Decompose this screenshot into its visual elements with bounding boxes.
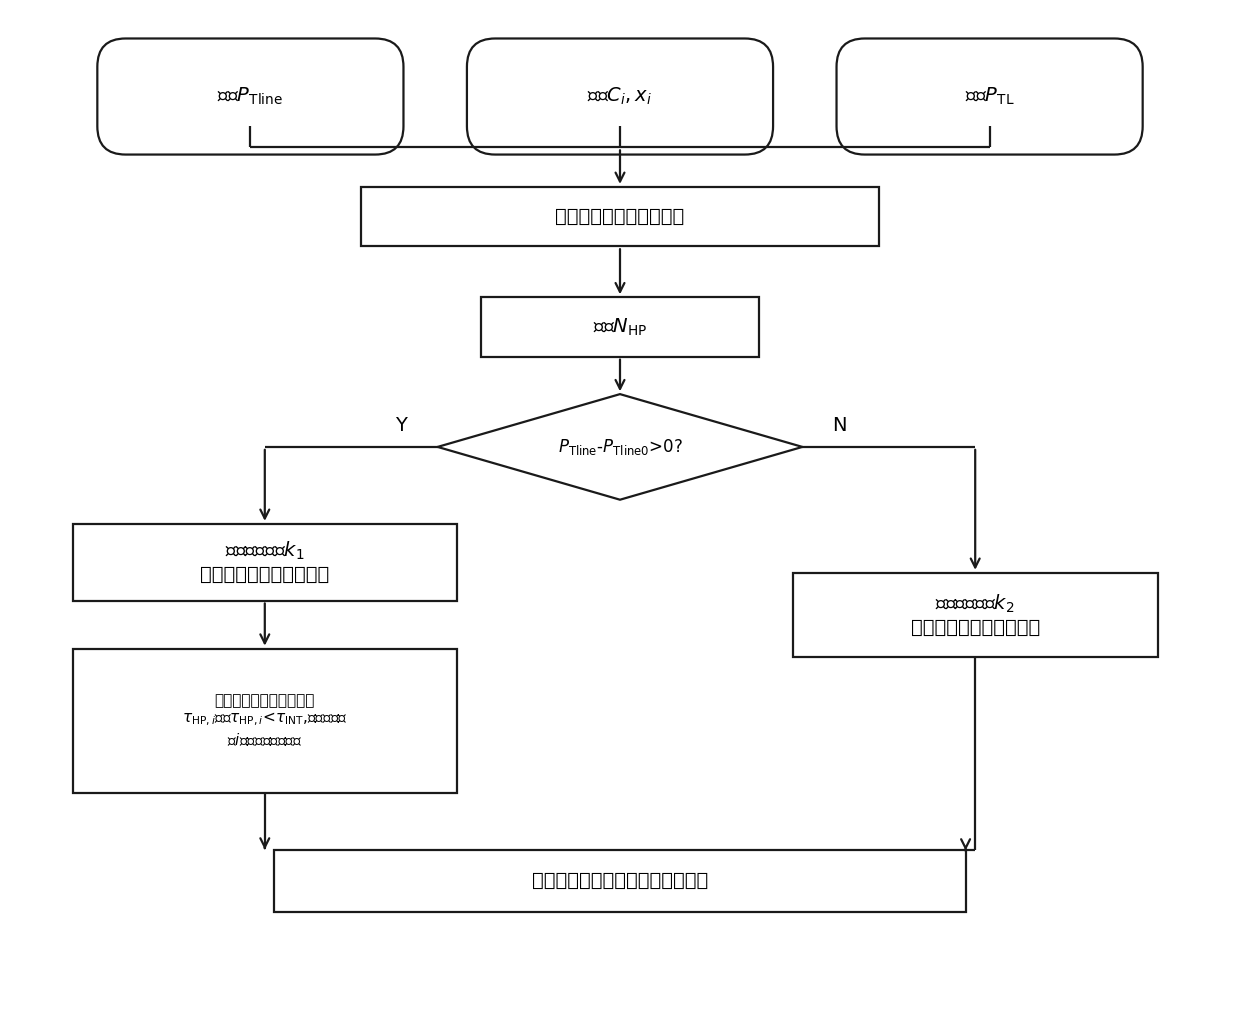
FancyBboxPatch shape [97,38,403,154]
Bar [73,648,456,792]
Text: 获取$C_i,x_i$: 获取$C_i,x_i$ [588,86,652,108]
Bar [792,573,1158,658]
FancyBboxPatch shape [837,38,1143,154]
Text: 计算$N_{\mathrm{HP}}$: 计算$N_{\mathrm{HP}}$ [593,316,647,337]
FancyBboxPatch shape [467,38,773,154]
Text: 计算序号指针$k_1$
确定电热泵开启区号区间: 计算序号指针$k_1$ 确定电热泵开启区号区间 [200,540,330,584]
Text: 确定最终的电热泵群开关状态序列: 确定最终的电热泵群开关状态序列 [532,872,708,890]
Bar [274,850,966,912]
Text: 获取$P_{\mathrm{TL}}$: 获取$P_{\mathrm{TL}}$ [965,86,1014,108]
Text: 计算序号指针$k_2$
确定电热泵关闭序号区间: 计算序号指针$k_2$ 确定电热泵关闭序号区间 [910,592,1040,637]
Bar [73,523,456,601]
Text: Y: Y [396,417,407,435]
Text: 电热泵群优先度序列分析: 电热泵群优先度序列分析 [556,207,684,226]
Bar [361,187,879,246]
Bar [481,297,759,357]
Text: N: N [832,417,846,435]
Polygon shape [438,394,802,499]
Text: 计算电热泵状态切换时长
$\tau_{\mathrm{HP},i}$，若$\tau_{\mathrm{HP},i}$<$\tau_{\mathrm{INT}}$: 计算电热泵状态切换时长 $\tau_{\mathrm{HP},i}$，若$\ta… [182,693,347,748]
Text: $P_{\mathrm{Tline}}$-$P_{\mathrm{Tline0}}$>0?: $P_{\mathrm{Tline}}$-$P_{\mathrm{Tline0}… [558,437,682,457]
Text: 获取$P_{\mathrm{Tline}}$: 获取$P_{\mathrm{Tline}}$ [217,86,284,108]
